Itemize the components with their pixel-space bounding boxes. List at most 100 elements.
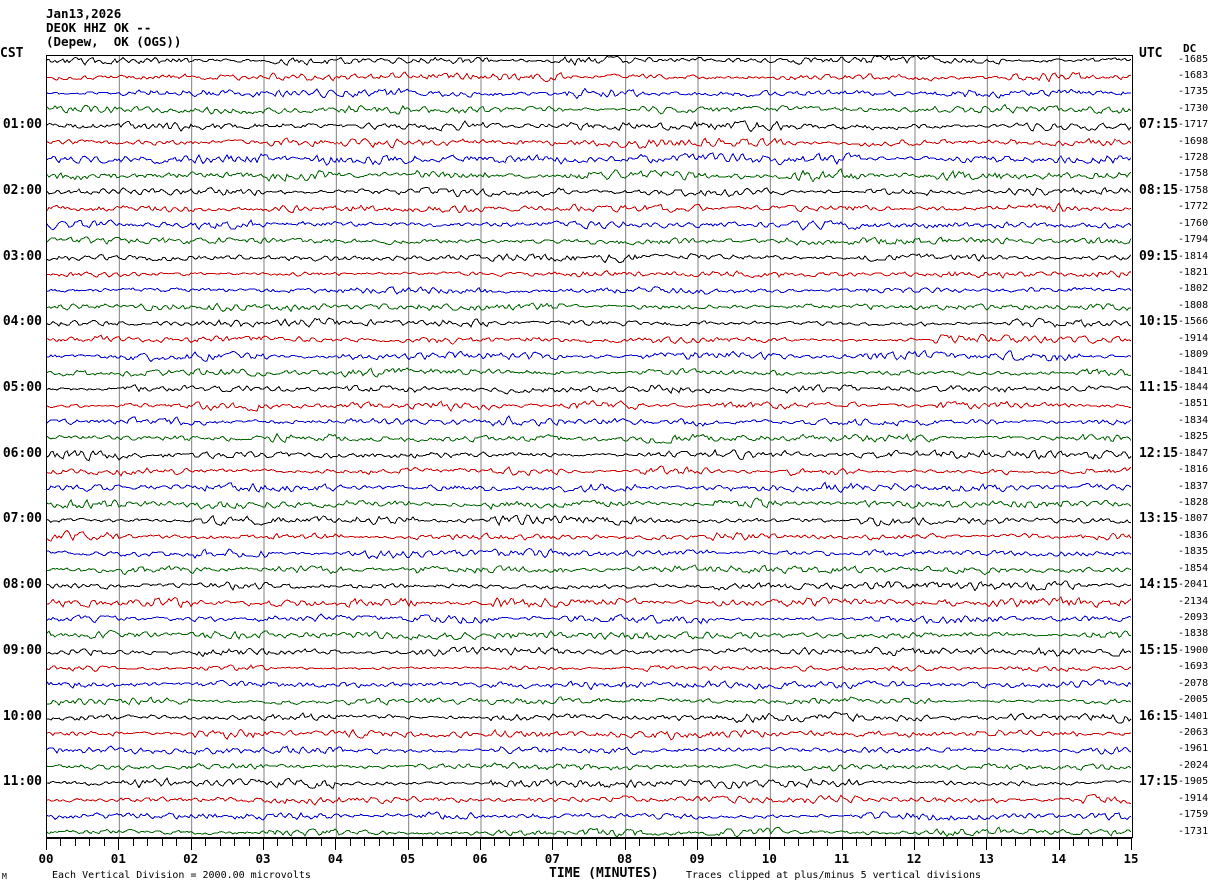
scale-note: Each Vertical Division = 2000.00 microvo… xyxy=(52,870,311,881)
dc-value: -1683 xyxy=(1178,69,1209,81)
dc-value: -1728 xyxy=(1178,152,1209,164)
cst-time-label: 03:00 xyxy=(2,248,42,264)
seismogram-traces xyxy=(47,56,1132,837)
dc-value: -1758 xyxy=(1178,168,1209,180)
seismic-trace xyxy=(47,745,1132,756)
seismic-trace xyxy=(47,696,1132,706)
cst-time-label: 05:00 xyxy=(2,380,42,395)
utc-time-label: 09:15 xyxy=(1139,248,1179,264)
cst-time-label: 11:00 xyxy=(2,774,42,790)
cst-time-label: 09:00 xyxy=(2,642,42,658)
seismic-trace xyxy=(47,202,1132,214)
corner-mark: M xyxy=(2,872,7,881)
utc-time-label: 07:15 xyxy=(1139,117,1179,133)
seismic-trace xyxy=(47,120,1132,133)
seismic-trace xyxy=(47,811,1132,821)
seismic-trace xyxy=(47,302,1132,313)
header-location: (Depew, OK (OGS)) xyxy=(46,34,182,49)
seismic-trace xyxy=(47,400,1132,412)
utc-time-label: 10:15 xyxy=(1139,314,1179,330)
seismic-trace xyxy=(47,465,1132,477)
seismic-trace xyxy=(47,497,1132,511)
dc-value: -1759 xyxy=(1178,809,1209,821)
cst-time-label: 06:00 xyxy=(2,445,42,461)
cst-time-label: 02:00 xyxy=(2,182,42,198)
dc-value: -1851 xyxy=(1178,398,1209,410)
seismic-trace xyxy=(47,547,1132,560)
seismic-trace xyxy=(47,596,1132,609)
seismic-trace xyxy=(47,514,1132,527)
x-tick-label: 02 xyxy=(183,851,199,866)
x-axis-title: TIME (MINUTES) xyxy=(549,866,659,881)
dc-value: -1698 xyxy=(1178,135,1209,147)
header-station: DEOK HHZ OK -- xyxy=(46,20,152,35)
seismic-trace xyxy=(47,432,1132,444)
axis-label-dc: DC xyxy=(1183,42,1197,55)
cst-time-label: 08:00 xyxy=(2,577,42,593)
seismic-trace xyxy=(47,679,1132,691)
seismic-trace xyxy=(47,664,1132,673)
seismic-trace xyxy=(47,236,1132,246)
clip-note: Traces clipped at plus/minus 5 vertical … xyxy=(686,870,982,881)
x-tick-label: 08 xyxy=(617,851,633,866)
seismic-trace xyxy=(47,794,1132,806)
cst-time-label: 04:00 xyxy=(2,314,42,330)
dc-value: -1844 xyxy=(1178,382,1209,393)
x-tick-label: 03 xyxy=(255,851,271,866)
dc-value: -1735 xyxy=(1178,86,1209,98)
x-tick-label: 10 xyxy=(761,851,777,866)
dc-value: -1834 xyxy=(1178,414,1209,426)
cst-time-label: 10:00 xyxy=(2,708,42,724)
seismic-trace xyxy=(47,613,1132,625)
seismic-trace xyxy=(47,629,1132,641)
dc-value: -1841 xyxy=(1178,365,1209,377)
seismic-trace xyxy=(47,252,1132,264)
x-tick-label: 15 xyxy=(1123,851,1139,866)
dc-value: -1758 xyxy=(1178,184,1209,196)
seismic-trace xyxy=(47,152,1132,167)
dc-value: -1905 xyxy=(1178,776,1209,788)
dc-value: -1961 xyxy=(1178,743,1209,755)
dc-value: -1693 xyxy=(1178,661,1209,673)
utc-time-label: 11:15 xyxy=(1139,380,1179,395)
dc-value: -2134 xyxy=(1178,595,1209,607)
seismic-trace xyxy=(47,270,1132,279)
utc-time-label: 15:15 xyxy=(1139,642,1179,658)
dc-value: -1685 xyxy=(1178,53,1209,65)
x-tick-label: 00 xyxy=(38,851,54,866)
dc-value: -2063 xyxy=(1178,726,1209,738)
seismic-trace xyxy=(47,71,1132,83)
x-tick-label: 06 xyxy=(472,851,488,866)
seismic-trace xyxy=(47,529,1132,542)
seismic-trace xyxy=(47,367,1132,378)
dc-value: -2005 xyxy=(1178,694,1209,706)
dc-value: -2093 xyxy=(1178,611,1209,623)
utc-time-label: 14:15 xyxy=(1139,577,1179,593)
dc-value: -1802 xyxy=(1178,283,1209,295)
seismic-trace xyxy=(47,448,1132,462)
dc-value: -1731 xyxy=(1178,825,1209,837)
dc-value: -1807 xyxy=(1178,513,1209,525)
dc-value: -1821 xyxy=(1178,267,1209,279)
seismic-trace xyxy=(47,481,1132,494)
seismic-trace xyxy=(47,219,1132,231)
dc-value: -1900 xyxy=(1178,644,1209,656)
dc-value: -1816 xyxy=(1178,464,1209,476)
dc-value: -1838 xyxy=(1178,628,1209,640)
x-tick-label: 05 xyxy=(400,851,416,866)
seismic-trace xyxy=(47,384,1132,395)
seismic-trace xyxy=(47,334,1132,345)
dc-value: -1730 xyxy=(1178,102,1209,114)
dc-value: -1828 xyxy=(1178,496,1209,508)
seismogram-plot-area[interactable] xyxy=(46,55,1133,838)
dc-value: -1566 xyxy=(1178,316,1209,328)
x-tick-label: 01 xyxy=(110,851,126,866)
x-tick-label: 11 xyxy=(834,851,850,866)
seismic-trace xyxy=(47,186,1132,198)
utc-time-label: 08:15 xyxy=(1139,182,1179,198)
cst-time-label: 01:00 xyxy=(2,117,42,133)
dc-value: -1760 xyxy=(1178,217,1209,229)
dc-value: -1825 xyxy=(1178,431,1209,443)
seismic-trace xyxy=(47,761,1132,772)
